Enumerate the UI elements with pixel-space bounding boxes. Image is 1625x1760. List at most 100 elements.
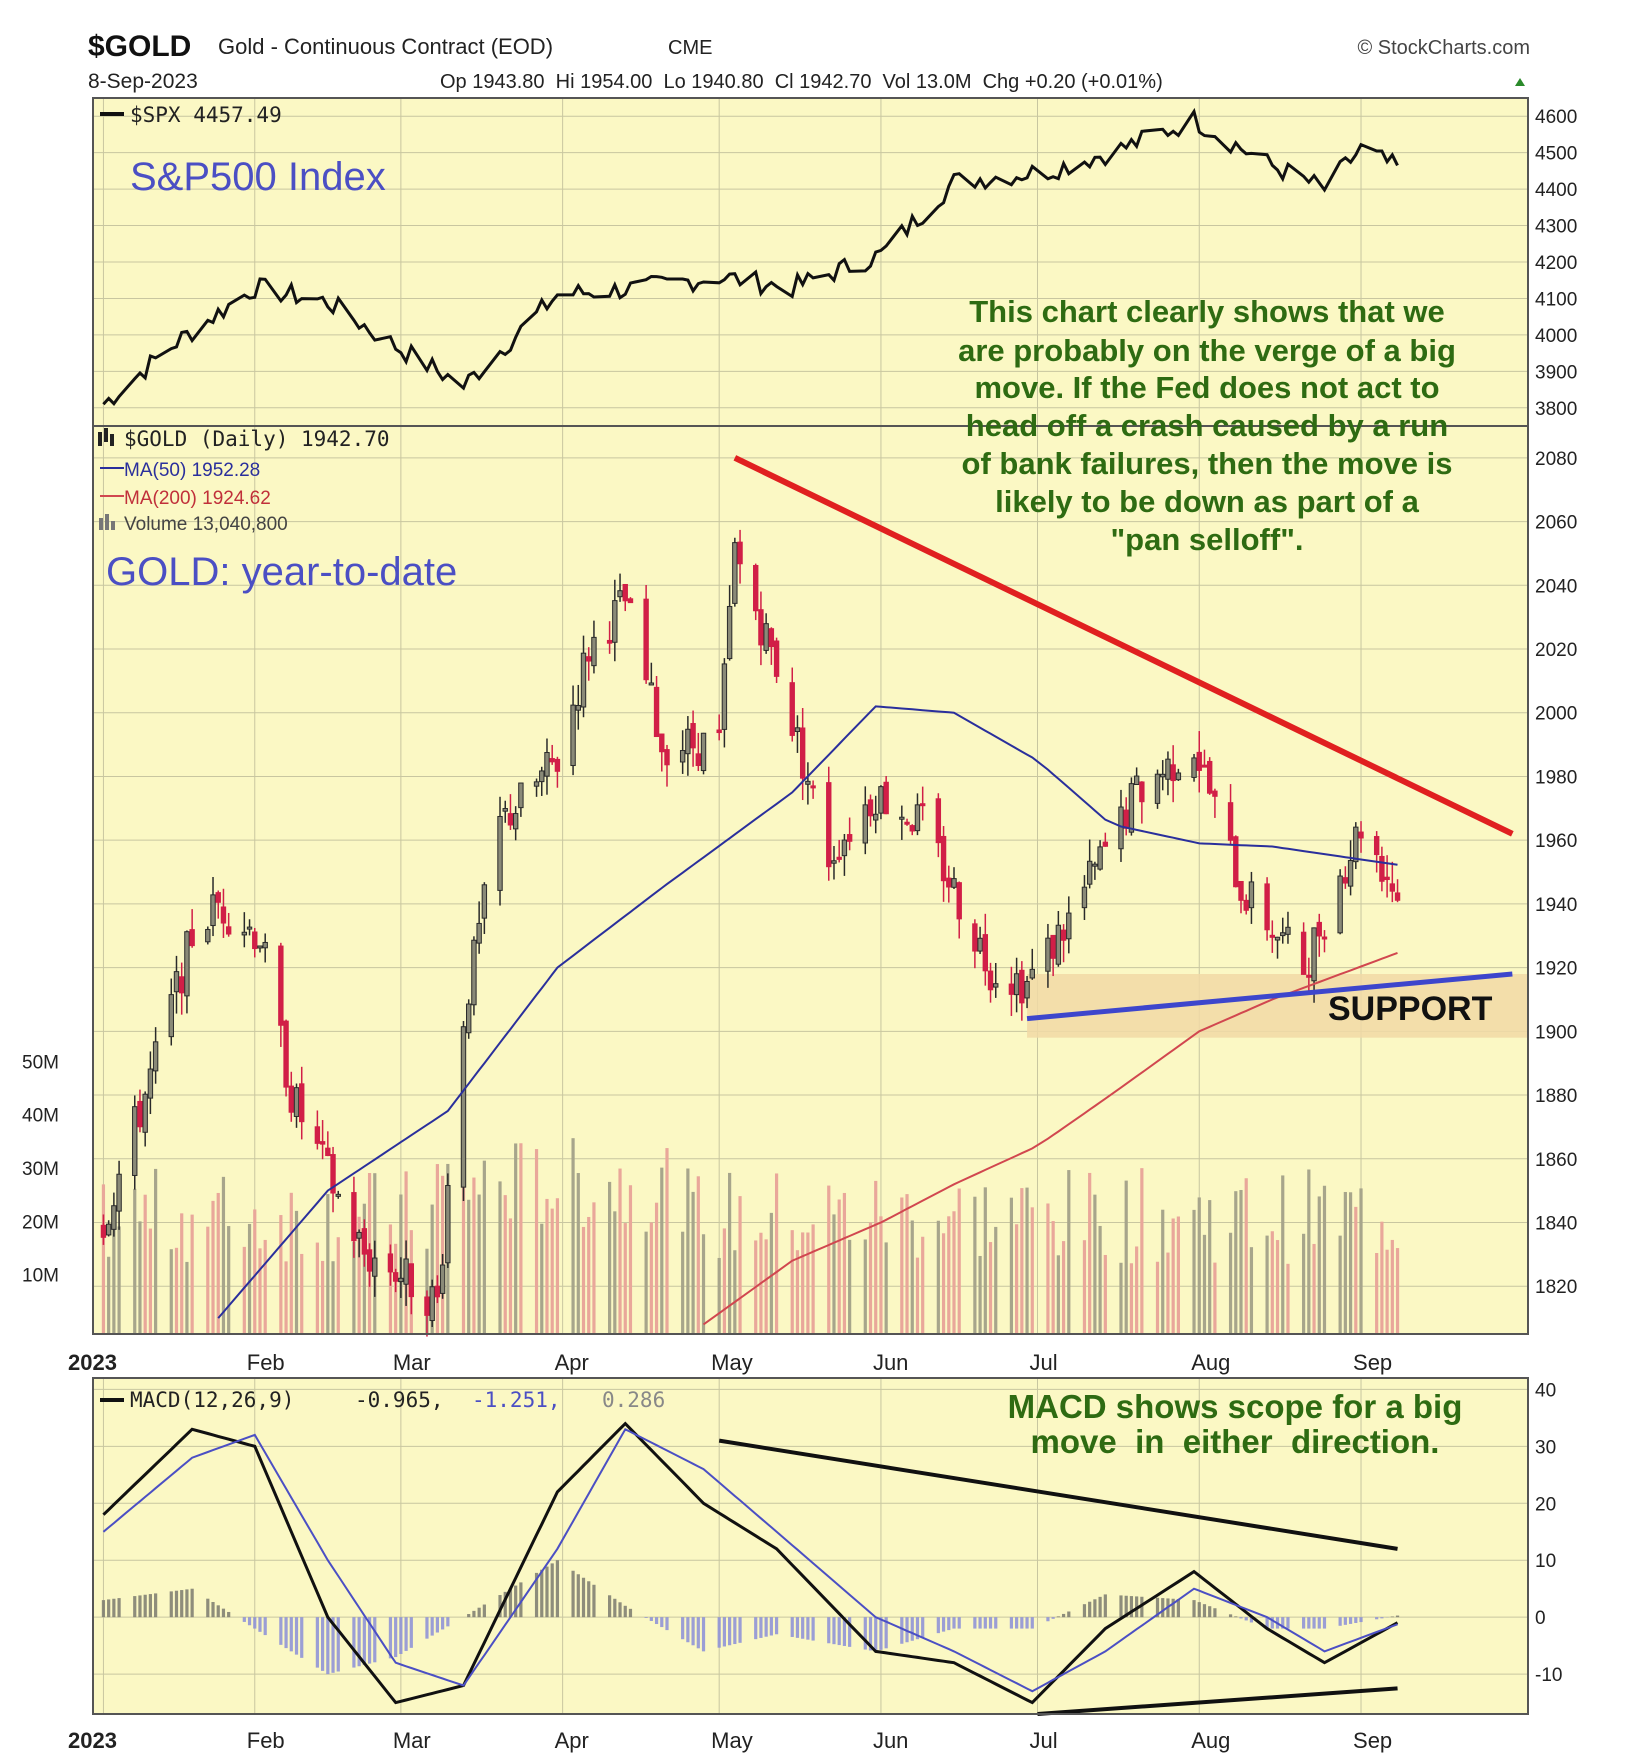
macd-histogram-bar xyxy=(367,1617,372,1664)
volume-bar xyxy=(1192,1209,1196,1334)
gold-candle-body xyxy=(768,628,775,648)
macd-histogram-bar xyxy=(430,1617,434,1636)
gold-candle-body xyxy=(471,939,477,1006)
macd-histogram-bar xyxy=(978,1617,982,1629)
macd-histogram-bar xyxy=(425,1617,429,1639)
volume-bar xyxy=(1354,1206,1358,1334)
volume-bar xyxy=(1275,1240,1280,1334)
volume-bar xyxy=(1359,1188,1363,1334)
volume-tick-label: 10M xyxy=(22,1266,59,1287)
spx-legend-text: $SPX 4457.49 xyxy=(130,103,282,127)
volume-bar xyxy=(733,1250,737,1334)
gold-candle-body xyxy=(278,945,284,1026)
volume-tick-label: 50M xyxy=(22,1052,59,1073)
gold-candle-body xyxy=(1081,886,1088,909)
volume-bar xyxy=(623,1223,627,1334)
x-axis-label: Jul xyxy=(1029,1350,1057,1375)
volume-bar xyxy=(795,1250,800,1334)
macd-histogram-bar xyxy=(868,1617,873,1651)
ma50-line xyxy=(217,705,1398,1319)
macd-histogram-bar xyxy=(837,1617,841,1646)
comment-line: This chart clearly shows that we xyxy=(969,294,1445,329)
gold-candle-body xyxy=(570,704,576,767)
volume-bar xyxy=(1061,1241,1066,1334)
volume-bar xyxy=(190,1214,194,1334)
macd-legend-signal: -1.251, xyxy=(472,1388,561,1412)
volume-legend-text: Volume 13,040,800 xyxy=(124,514,288,535)
gold-title: GOLD: year-to-date xyxy=(106,550,457,594)
gold-candle-body xyxy=(951,878,957,888)
gold-candle-body xyxy=(648,682,655,686)
axis-labels: 4600 4500 4400 4300 4200 4100 4000 3900 3800 2080… xyxy=(22,107,1577,1753)
gold-candle-body xyxy=(1238,880,1244,901)
x-axis-label: Jun xyxy=(873,1350,908,1375)
volume-bar xyxy=(138,1221,142,1334)
macd-histogram-bar xyxy=(247,1617,252,1626)
gold-candle-body xyxy=(372,1257,378,1277)
macd-histogram-bar xyxy=(1265,1617,1269,1629)
gold-candle-body xyxy=(773,640,780,677)
symbol-title: $GOLD xyxy=(88,30,191,63)
macd-histogram-bar xyxy=(1208,1606,1212,1618)
macd-histogram-bar xyxy=(900,1617,904,1644)
macd-histogram-bar xyxy=(936,1617,940,1634)
volume-bar xyxy=(482,1160,486,1334)
gold-candle-body xyxy=(867,799,874,817)
gold-candle-body xyxy=(1373,836,1380,856)
volume-bar xyxy=(284,1261,288,1334)
volume-bar xyxy=(587,1216,591,1334)
gold-candle-body xyxy=(460,1026,467,1188)
macd-histogram-bar xyxy=(1322,1617,1327,1629)
volume-bar xyxy=(326,1194,330,1334)
volume-bar xyxy=(1067,1170,1071,1334)
gold-candle-body xyxy=(1133,775,1140,786)
macd-histogram-bar xyxy=(1088,1601,1092,1618)
gold-candle-body xyxy=(1123,809,1129,829)
x-axis-label: Sep xyxy=(1353,1350,1392,1375)
gold-candle-body xyxy=(1175,772,1182,781)
volume-bar xyxy=(101,1184,106,1334)
macd-histogram-bar xyxy=(107,1599,111,1618)
volume-bar xyxy=(1129,1263,1134,1334)
gold-candle-body xyxy=(1165,758,1171,780)
gold-candle-body xyxy=(758,609,764,646)
volume-bar xyxy=(608,1181,612,1334)
macd-histogram-bar xyxy=(362,1617,366,1665)
volume-bar xyxy=(1228,1232,1233,1334)
gold-candle-body xyxy=(1285,926,1291,935)
volume-bar xyxy=(1390,1239,1394,1334)
volume-bar xyxy=(952,1211,956,1334)
gold-candle-body xyxy=(904,821,910,825)
gold-candle-body xyxy=(392,1272,399,1282)
gold-candle-body xyxy=(100,1224,107,1238)
volume-bar xyxy=(769,1212,773,1334)
gold-candle-body xyxy=(439,1264,446,1294)
spx-tick-label: 3800 xyxy=(1535,399,1577,420)
gold-candle-body xyxy=(132,1106,138,1176)
gold-candle-body xyxy=(659,733,665,753)
macd-histogram-bar xyxy=(686,1617,690,1643)
volume-bar xyxy=(900,1197,904,1334)
macd-histogram-bar xyxy=(733,1617,737,1645)
volume-bar xyxy=(357,1216,361,1334)
macd-histogram-bar xyxy=(774,1617,779,1635)
macd-histogram-bar xyxy=(628,1608,633,1618)
volume-bar xyxy=(738,1196,742,1334)
x-axis-label: Mar xyxy=(393,1728,431,1753)
gold-candle-body xyxy=(591,636,597,667)
macd-tick-label: 10 xyxy=(1535,1551,1556,1572)
gold-candle-body xyxy=(137,1100,143,1128)
gold-candle-body xyxy=(1013,973,1020,996)
macd-histogram-bar xyxy=(1009,1617,1013,1629)
gold-candle-body xyxy=(246,926,253,930)
gold-candle-body xyxy=(972,923,978,952)
gold-candle-body xyxy=(1086,860,1093,885)
gold-candle-body xyxy=(111,1205,117,1230)
volume-bar xyxy=(508,1218,513,1334)
spx-tick-label: 4100 xyxy=(1535,289,1577,310)
gold-candle-body xyxy=(1060,929,1067,941)
macd-histogram-bar xyxy=(660,1617,664,1628)
macd-histogram-bar xyxy=(884,1617,888,1649)
volume-bar xyxy=(550,1208,554,1334)
gold-tick-label: 2020 xyxy=(1535,640,1577,661)
